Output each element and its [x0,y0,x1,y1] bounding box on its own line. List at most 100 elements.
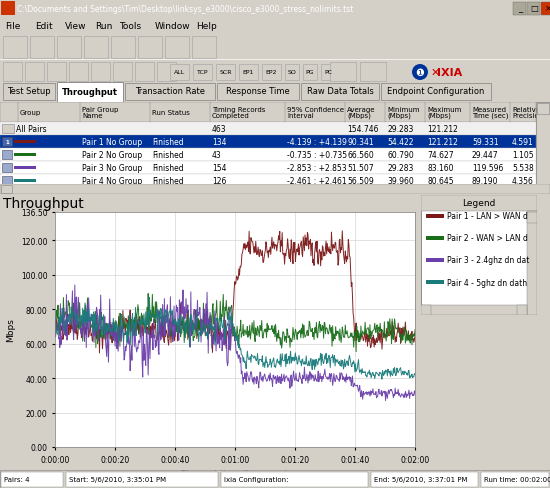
Text: Pair Group: Pair Group [82,107,118,113]
Text: Finished: Finished [152,151,184,160]
Text: C:\Documents and Settings\Tim\Desktop\linksys_e3000\cisco_e3000_stress_nolimits.: C:\Documents and Settings\Tim\Desktop\li… [17,4,353,14]
Text: 80.645: 80.645 [427,177,454,185]
Text: Precision: Precision [512,113,543,119]
Bar [0,149,536,162]
Text: 74.627: 74.627 [427,151,454,160]
Text: -4.139 : +4.139: -4.139 : +4.139 [287,138,347,147]
Bar [170,65,189,81]
Text: Run: Run [95,22,112,31]
Bar [157,63,176,82]
Bar [57,37,81,59]
Text: Throughput: Throughput [3,197,84,210]
Text: Transaction Rate: Transaction Rate [135,87,205,96]
Text: Pair 4 - 5ghz dn dath: Pair 4 - 5ghz dn dath [447,278,527,287]
Bar [113,63,132,82]
Bar [421,196,537,212]
Bar [25,63,44,82]
Text: SCR: SCR [219,70,232,75]
Text: Measured: Measured [472,107,506,113]
Bar [330,63,356,82]
Text: Run time: 00:02:00: Run time: 00:02:00 [484,476,550,482]
Text: Group: Group [20,110,41,116]
X-axis label: Elapsed time (h:mm:ss): Elapsed time (h:mm:ss) [182,469,289,478]
Bar [47,63,66,82]
Bar [517,305,527,315]
Text: 51.507: 51.507 [347,163,373,173]
Text: IXIA: IXIA [437,68,463,78]
Text: 121.212: 121.212 [427,138,458,147]
Text: (Mbps): (Mbps) [347,113,371,119]
Bar [14,141,36,143]
Text: End: 5/6/2010, 3:37:01 PM: End: 5/6/2010, 3:37:01 PM [374,476,467,482]
Text: Throughput: Throughput [62,88,118,97]
Bar [66,472,218,487]
Bar [513,3,526,16]
Text: Finished: Finished [152,163,184,173]
Bar [301,84,379,101]
Text: Time (sec): Time (sec) [472,113,509,119]
Text: _: _ [518,4,522,14]
Bar [426,237,444,241]
Text: -0.735 : +0.735: -0.735 : +0.735 [287,151,347,160]
Bar [2,151,12,160]
Bar [527,213,537,224]
Bar [262,65,281,81]
Text: 134: 134 [212,138,227,147]
Y-axis label: Mbps: Mbps [6,318,15,342]
Text: Interval: Interval [287,113,314,119]
Text: ✕: ✕ [430,68,439,78]
Text: 4.591: 4.591 [512,138,534,147]
Bar [527,3,540,16]
Bar [481,472,549,487]
Text: 95% Confidence: 95% Confidence [287,107,344,113]
Bar [537,104,549,115]
Bar [57,83,123,103]
Bar [0,136,536,149]
Text: Response Time: Response Time [226,87,290,96]
Bar [193,65,212,81]
Text: Name: Name [82,113,102,119]
Text: Pair 1 No Group: Pair 1 No Group [82,138,142,147]
Text: Pair 3 No Group: Pair 3 No Group [82,163,142,173]
Text: 1.105: 1.105 [512,151,534,160]
Text: 119.596: 119.596 [472,163,503,173]
Bar [426,259,444,263]
Bar [221,472,368,487]
Bar [14,154,36,157]
Text: Pair 4 No Group: Pair 4 No Group [82,177,142,185]
Bar [125,84,215,101]
Bar [3,84,55,101]
Bar [91,63,110,82]
Bar [165,37,189,59]
Bar [1,472,63,487]
Bar [192,37,216,59]
Bar [30,37,54,59]
Text: 4.356: 4.356 [512,177,534,185]
Bar [421,305,527,315]
Text: SO: SO [288,70,296,75]
Text: Pair 3 - 2.4ghz dn dat: Pair 3 - 2.4ghz dn dat [447,256,529,265]
Text: File: File [5,22,20,31]
Text: (Mbps): (Mbps) [387,113,411,119]
Text: 463: 463 [212,125,227,134]
Text: Pairs: 4: Pairs: 4 [4,476,30,482]
Text: (Mbps): (Mbps) [427,113,451,119]
Bar [69,63,88,82]
Bar [84,37,108,59]
Bar [360,63,386,82]
Text: ❶: ❶ [416,68,425,78]
Text: 29.283: 29.283 [387,163,414,173]
Bar [216,65,235,81]
Bar [2,163,12,173]
Text: 1: 1 [5,140,9,145]
Bar [14,167,36,170]
Text: 66.560: 66.560 [347,151,374,160]
Text: PG: PG [306,70,314,75]
Text: Legend: Legend [463,199,496,208]
Bar [135,63,154,82]
Text: ALL: ALL [174,70,185,75]
Bar [217,84,299,101]
Bar [0,123,536,136]
Text: Test Setup: Test Setup [7,87,51,96]
Bar [14,180,36,183]
